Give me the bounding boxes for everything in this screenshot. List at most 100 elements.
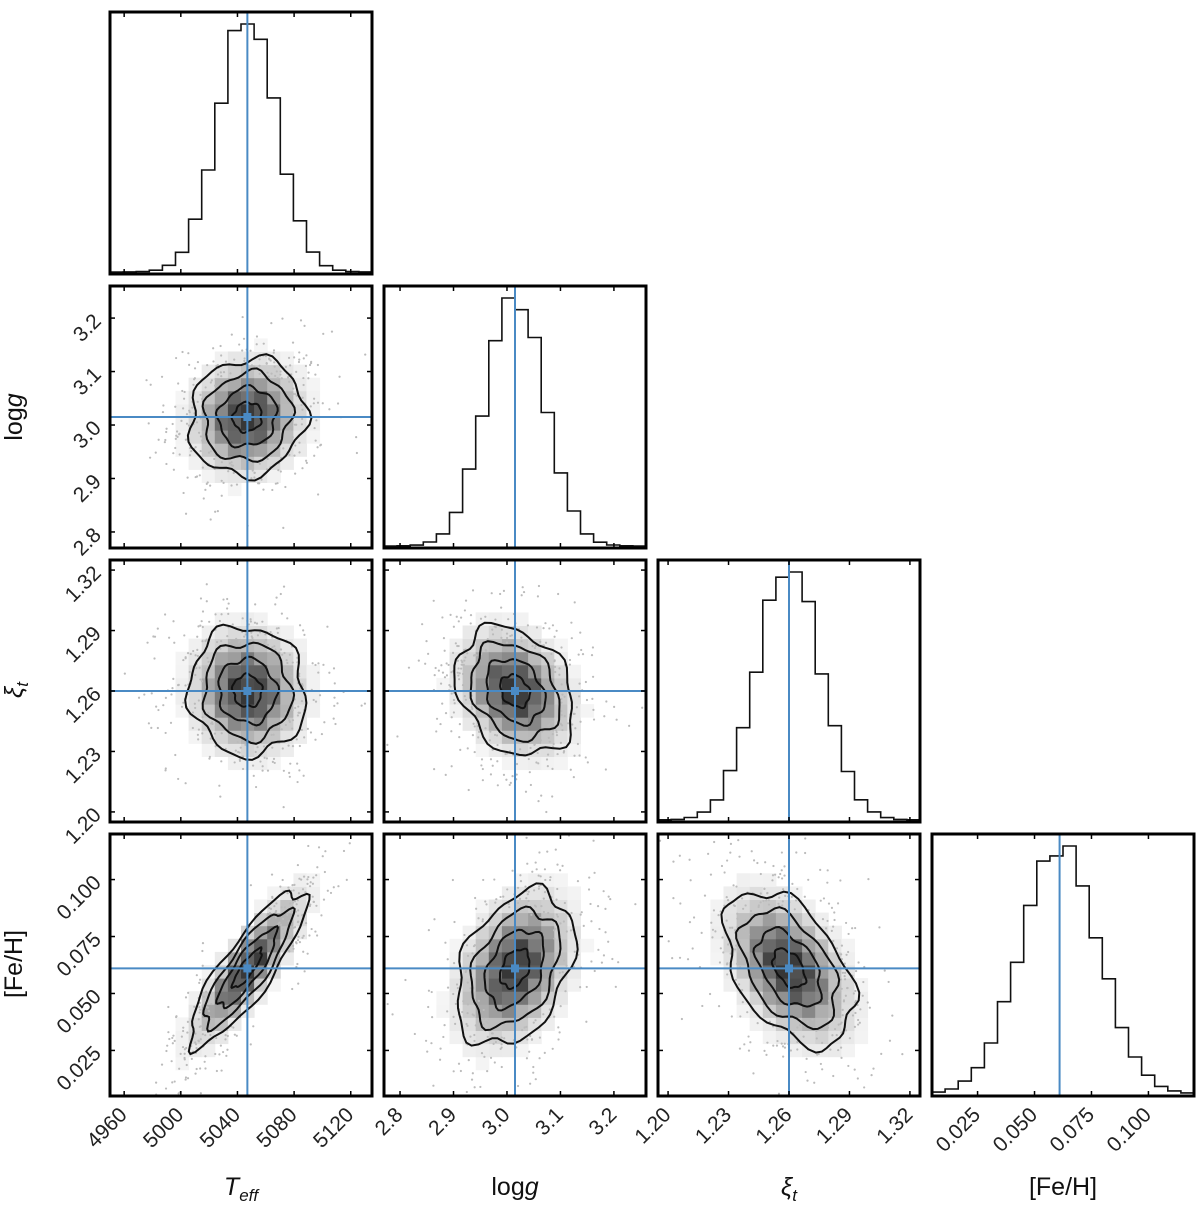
scatter-point (840, 958, 844, 961)
density-cell (254, 704, 268, 718)
scatter-point (235, 483, 239, 486)
x-tick-label-teff: 5120 (309, 1103, 358, 1152)
scatter-point (480, 758, 484, 761)
scatter-point (443, 1024, 446, 1027)
scatter-point (730, 1015, 733, 1018)
density-cell (175, 677, 190, 692)
density-cell (449, 1004, 464, 1018)
scatter-point (480, 764, 483, 767)
scatter-point (584, 756, 587, 759)
scatter-point (287, 949, 291, 952)
scatter-point (446, 986, 450, 989)
scatter-point (261, 765, 264, 768)
scatter-point (604, 907, 607, 910)
scatter-point (741, 989, 744, 992)
density-cell (488, 677, 503, 692)
density-cell (254, 925, 268, 940)
scatter-point (197, 1018, 200, 1021)
scatter-point (455, 983, 459, 986)
scatter-point (721, 936, 724, 939)
scatter-point (298, 624, 302, 627)
density-cell (293, 364, 307, 379)
truth-marker (511, 964, 519, 973)
scatter-point (521, 586, 524, 589)
scatter-point (840, 1056, 843, 1059)
scatter-point (195, 475, 199, 478)
contour-level-3 (202, 906, 296, 1033)
scatter-point (201, 610, 205, 613)
scatter-point (328, 408, 331, 411)
density-cell (175, 443, 190, 457)
scatter-point (731, 926, 734, 929)
scatter-point (527, 890, 530, 893)
scatter-point (283, 651, 286, 655)
scatter-point (338, 375, 341, 378)
scatter-point (208, 757, 211, 760)
scatter-point (273, 645, 276, 648)
scatter-point (553, 937, 556, 940)
density-cell (710, 951, 724, 966)
scatter-point (186, 1020, 189, 1023)
density-cell (227, 430, 242, 444)
scatter-point (614, 985, 617, 988)
density-cell (541, 651, 555, 666)
scatter-point (269, 359, 272, 362)
density-cell (175, 417, 190, 431)
scatter-point (841, 971, 845, 974)
y-tick-label-feh: 0.075 (52, 928, 105, 981)
scatter-point (289, 429, 292, 432)
density-cell (214, 625, 229, 640)
scatter-point (819, 1062, 822, 1066)
density-cell (488, 691, 503, 705)
density-cell (227, 351, 242, 366)
scatter-point (204, 386, 207, 389)
scatter-point (535, 868, 538, 871)
scatter-point (220, 479, 223, 482)
scatter-point (816, 1020, 819, 1023)
density-cell (188, 651, 203, 666)
scatter-point (235, 1034, 238, 1037)
scatter-point (458, 672, 461, 675)
density-cell (201, 1030, 216, 1045)
scatter-point (279, 885, 282, 888)
scatter-point (199, 624, 202, 627)
scatter-point (806, 1079, 809, 1082)
scatter-point (824, 927, 828, 930)
scatter-point (315, 904, 318, 907)
scatter-point (278, 921, 281, 924)
scatter-point (821, 1068, 824, 1071)
density-cell (501, 756, 516, 771)
label-suffix: g (0, 393, 28, 407)
scatter-point (172, 620, 175, 623)
scatter-point (178, 453, 181, 456)
scatter-point (291, 708, 294, 712)
scatter-point (386, 1002, 389, 1006)
scatter-point (798, 1024, 802, 1027)
scatter-point (571, 723, 574, 726)
density-cell (293, 691, 307, 705)
scatter-point (209, 1033, 212, 1037)
scatter-point (795, 851, 798, 854)
density-cell (214, 651, 229, 666)
scatter-point (332, 886, 335, 889)
scatter-point (275, 370, 278, 373)
scatter-point (175, 430, 179, 433)
density-cell (762, 938, 777, 953)
contour-level-3 (201, 367, 297, 463)
scatter-point (213, 732, 217, 735)
scatter-point (189, 652, 192, 656)
density-cell (214, 677, 229, 692)
scatter-point (197, 625, 200, 628)
scatter-point (532, 1065, 535, 1069)
scatter-point (187, 352, 190, 355)
scatter-point (208, 620, 211, 623)
scatter-point (171, 687, 174, 690)
density-cell (815, 965, 829, 979)
scatter-point (292, 926, 295, 929)
scatter-point (301, 396, 304, 399)
scatter-point (458, 723, 461, 726)
density-cell (541, 899, 555, 914)
scatter-point (302, 774, 305, 777)
density-cell (789, 925, 803, 940)
scatter-point (469, 987, 472, 990)
